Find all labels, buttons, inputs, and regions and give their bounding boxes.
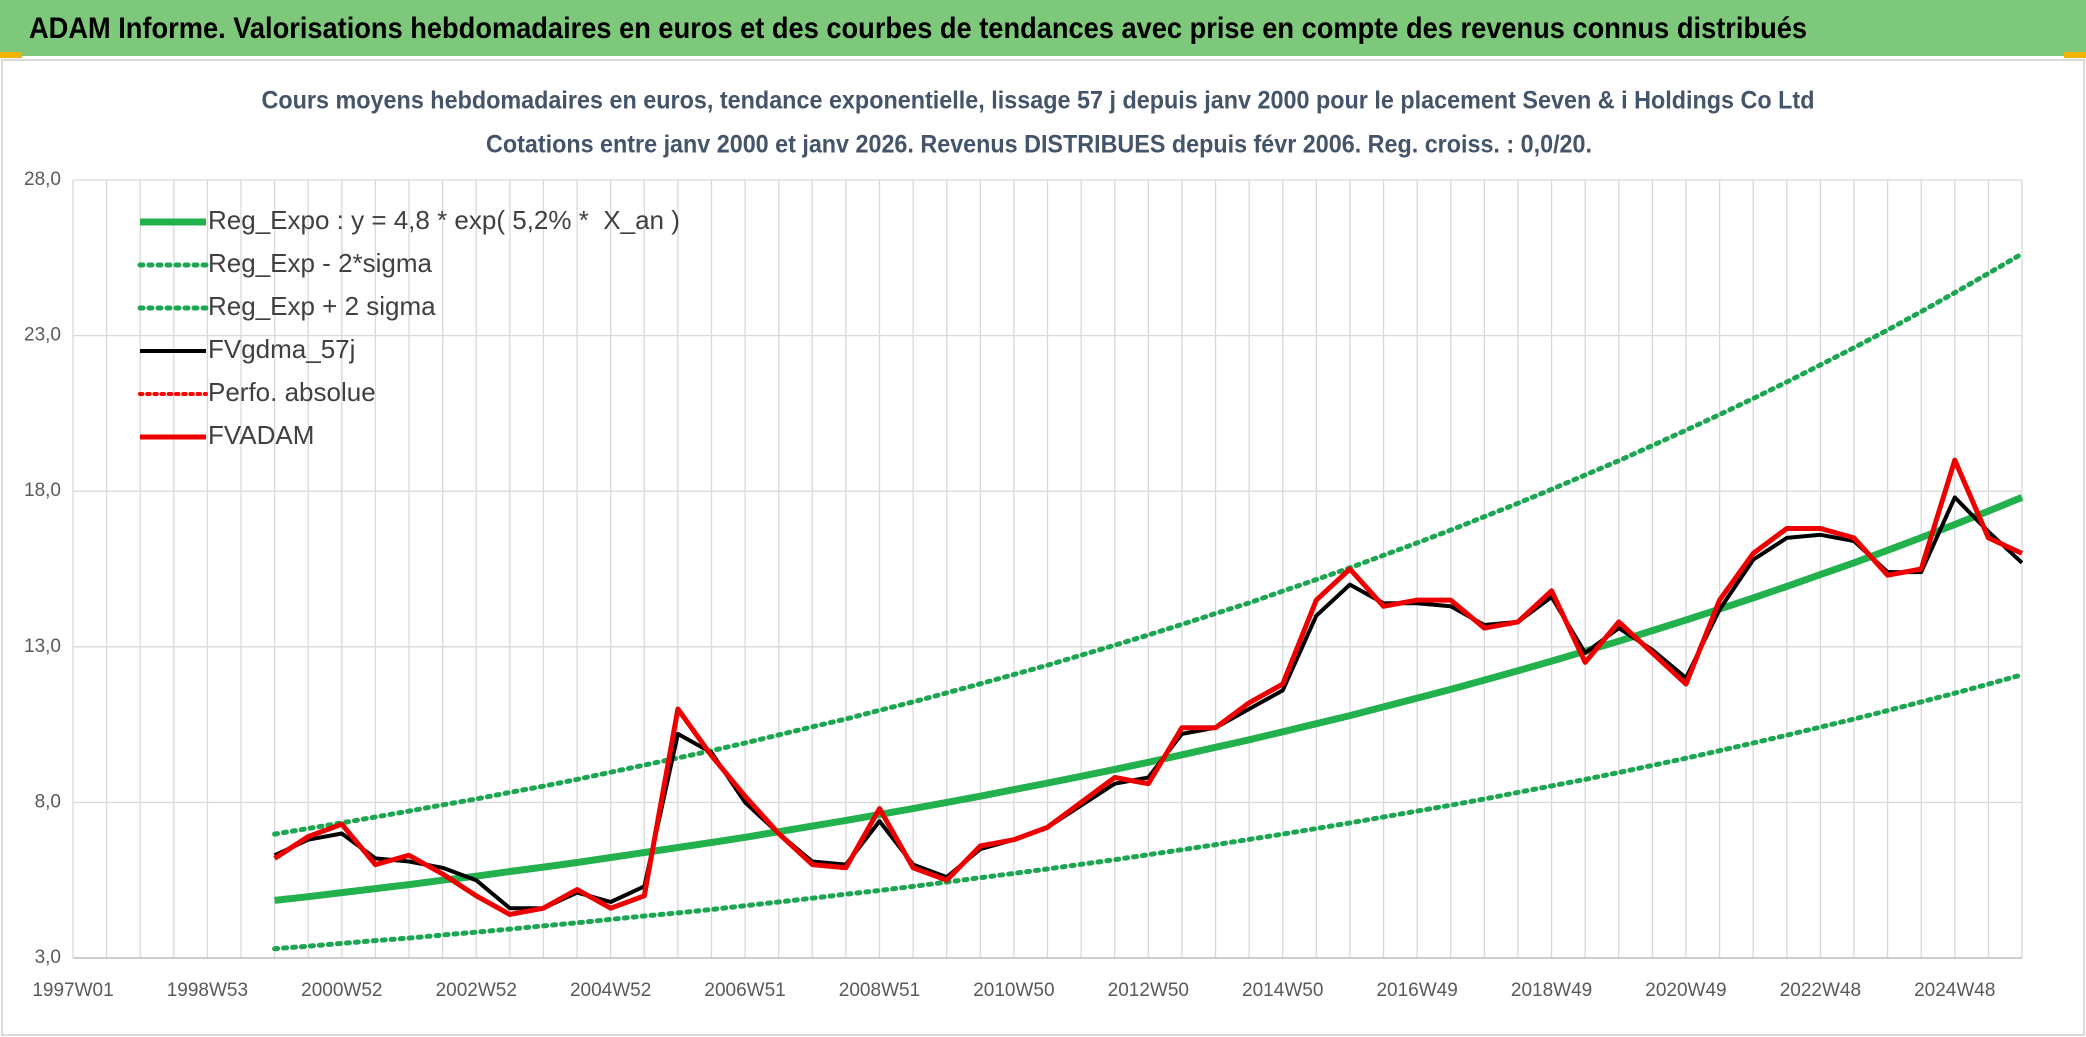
y-tick-label: 3,0 [35, 947, 61, 968]
series-line [273, 457, 2024, 917]
y-tick-label: 8,0 [35, 791, 61, 812]
series-line [272, 251, 2025, 837]
x-tick-label: 2002W52 [436, 980, 517, 1001]
x-tick-label: 2022W48 [1780, 980, 1861, 1001]
header-bar [0, 0, 2086, 56]
header-title: ADAM Informe. Valorisations hebdomadaire… [29, 12, 1807, 45]
x-tick-label: 2016W49 [1376, 980, 1457, 1001]
x-tick-label: 2012W50 [1108, 980, 1189, 1001]
x-tick-label: 2020W49 [1645, 980, 1726, 1001]
y-tick-label: 23,0 [24, 325, 61, 346]
chart-frame [1, 59, 2085, 1036]
y-tick-label: 28,0 [24, 169, 61, 190]
x-tick-label: 1997W01 [32, 980, 113, 1001]
y-tick-label: 13,0 [24, 636, 61, 657]
y-tick-label: 18,0 [24, 480, 61, 501]
x-tick-label: 2018W49 [1511, 980, 1592, 1001]
chart-title: Cours moyens hebdomadaires en euros, ten… [262, 87, 1815, 115]
series-line [274, 494, 2024, 904]
legend-label: Reg_Exp - 2*sigma [208, 248, 433, 278]
corner-mark [0, 52, 22, 58]
x-tick-label: 2014W50 [1242, 980, 1323, 1001]
series-line [272, 672, 2025, 952]
x-tick-label: 1998W53 [167, 980, 248, 1001]
x-tick-label: 2006W51 [704, 980, 785, 1001]
legend-label: FVADAM [208, 420, 314, 450]
x-tick-label: 2024W48 [1914, 980, 1995, 1001]
corner-mark [2064, 52, 2086, 58]
x-tick-label: 2010W50 [973, 980, 1054, 1001]
legend-label: FVgdma_57j [208, 334, 355, 364]
x-tick-label: 2008W51 [839, 980, 920, 1001]
legend-label: Perfo. absolue [208, 377, 376, 407]
chart-subtitle: Cotations entre janv 2000 et janv 2026. … [486, 131, 1592, 159]
legend-label: Reg_Expo : y = 4,8 * exp( 5,2% * X_an ) [208, 205, 680, 235]
x-tick-label: 2000W52 [301, 980, 382, 1001]
legend-label: Reg_Exp + 2 sigma [208, 291, 436, 321]
x-tick-label: 2004W52 [570, 980, 651, 1001]
